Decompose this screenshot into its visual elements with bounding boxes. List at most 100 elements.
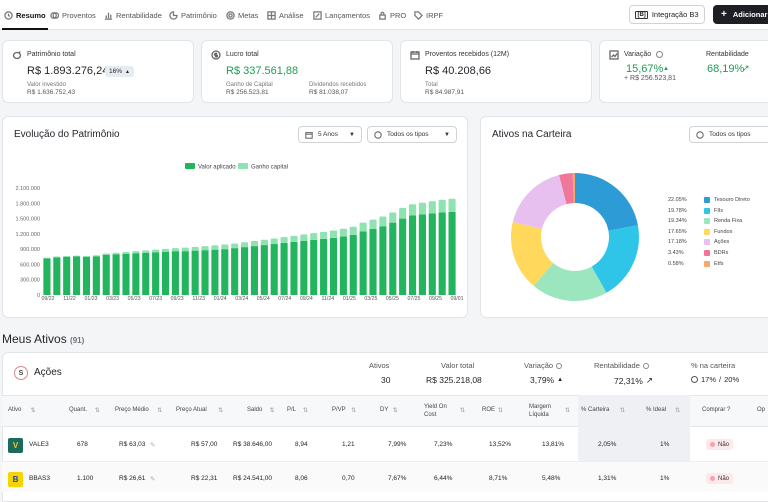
sort-icon[interactable]: ⇅ <box>392 408 398 414</box>
nav-irpf[interactable]: IRPF <box>414 0 443 30</box>
bar-ganho-capital[interactable] <box>161 248 170 252</box>
sort-icon[interactable]: ⇅ <box>565 408 571 414</box>
bar-ganho-capital[interactable] <box>171 248 179 252</box>
bar-valor-aplicado[interactable] <box>290 242 298 295</box>
bar-valor-aplicado[interactable] <box>92 256 100 295</box>
bar-valor-aplicado[interactable] <box>329 237 338 295</box>
column-header[interactable]: Margem Líquida <box>529 404 552 418</box>
bar-valor-aplicado[interactable] <box>201 250 209 295</box>
bar-ganho-capital[interactable] <box>369 219 377 229</box>
info-icon[interactable] <box>556 362 563 369</box>
bar-valor-aplicado[interactable] <box>250 246 258 295</box>
bar-valor-aplicado[interactable] <box>122 253 130 295</box>
bar-valor-aplicado[interactable] <box>339 236 347 295</box>
bar-valor-aplicado[interactable] <box>359 231 367 295</box>
bar-ganho-capital[interactable] <box>142 250 150 253</box>
donut-slice[interactable] <box>559 173 574 205</box>
bar-valor-aplicado[interactable] <box>280 243 288 295</box>
bar-valor-aplicado[interactable] <box>231 248 239 295</box>
bar-valor-aplicado[interactable] <box>191 250 199 295</box>
bar-ganho-capital[interactable] <box>280 237 288 244</box>
nav-metas[interactable]: Metas <box>226 0 258 30</box>
bar-valor-aplicado[interactable] <box>389 222 397 295</box>
bar-ganho-capital[interactable] <box>418 202 426 215</box>
ticker[interactable]: VALE3 <box>29 441 49 448</box>
bar-ganho-capital[interactable] <box>290 235 298 243</box>
bar-ganho-capital[interactable] <box>231 243 239 249</box>
bar-ganho-capital[interactable] <box>320 231 328 239</box>
bar-valor-aplicado[interactable] <box>241 247 249 295</box>
bar-valor-aplicado[interactable] <box>270 244 278 295</box>
bar-ganho-capital[interactable] <box>241 242 249 248</box>
sort-icon[interactable]: ⇅ <box>218 408 224 414</box>
bar-ganho-capital[interactable] <box>201 246 209 251</box>
column-header[interactable]: Preço Médio <box>115 407 149 413</box>
pie-type-dropdown[interactable]: Todos os tipos <box>689 126 768 143</box>
bar-ganho-capital[interactable] <box>300 234 308 241</box>
bar-valor-aplicado[interactable] <box>73 256 81 295</box>
column-header[interactable]: Ativo <box>8 407 22 413</box>
bar-ganho-capital[interactable] <box>359 222 367 232</box>
bar-ganho-capital[interactable] <box>122 251 130 254</box>
bar-ganho-capital[interactable] <box>152 249 160 253</box>
bar-valor-aplicado[interactable] <box>161 251 170 295</box>
bar-valor-aplicado[interactable] <box>310 239 318 295</box>
bar-valor-aplicado[interactable] <box>63 256 71 295</box>
bar-ganho-capital[interactable] <box>132 251 140 254</box>
sort-icon[interactable]: ⇅ <box>351 408 357 414</box>
donut-slice[interactable] <box>512 175 567 229</box>
bar-ganho-capital[interactable] <box>399 207 407 219</box>
bar-valor-aplicado[interactable] <box>300 240 308 295</box>
info-icon[interactable] <box>656 51 663 58</box>
edit-icon[interactable]: ✎ <box>150 476 156 483</box>
bar-ganho-capital[interactable] <box>349 226 357 235</box>
donut-slice[interactable] <box>511 221 554 286</box>
bar-valor-aplicado[interactable] <box>418 214 426 295</box>
bar-valor-aplicado[interactable] <box>43 258 51 295</box>
bar-ganho-capital[interactable] <box>43 257 51 259</box>
bar-ganho-capital[interactable] <box>428 201 436 214</box>
edit-icon[interactable]: ✎ <box>150 442 156 449</box>
bar-ganho-capital[interactable] <box>112 252 120 255</box>
column-header[interactable]: Op <box>757 407 766 413</box>
bar-valor-aplicado[interactable] <box>448 211 456 295</box>
column-header[interactable]: Quant. <box>69 407 88 413</box>
sort-icon[interactable]: ⇅ <box>30 408 36 414</box>
sort-icon[interactable]: ⇅ <box>620 408 626 414</box>
nav-proventos[interactable]: Proventos <box>50 0 96 30</box>
bar-ganho-capital[interactable] <box>270 238 278 245</box>
bar-valor-aplicado[interactable] <box>399 218 407 295</box>
bar-ganho-capital[interactable] <box>211 245 219 250</box>
column-header[interactable]: Saldo <box>247 407 263 413</box>
bar-ganho-capital[interactable] <box>339 228 347 237</box>
bar-valor-aplicado[interactable] <box>369 228 377 295</box>
bar-valor-aplicado[interactable] <box>211 249 219 295</box>
bar-ganho-capital[interactable] <box>92 255 100 257</box>
bar-ganho-capital[interactable] <box>53 256 61 258</box>
period-dropdown[interactable]: 5 Anos ▼ <box>298 126 362 143</box>
sort-icon[interactable]: ⇅ <box>94 408 100 414</box>
bar-valor-aplicado[interactable] <box>349 234 357 295</box>
bar-ganho-capital[interactable] <box>102 253 110 255</box>
bar-ganho-capital[interactable] <box>448 198 456 212</box>
bar-ganho-capital[interactable] <box>438 199 446 213</box>
bar-ganho-capital[interactable] <box>260 239 268 246</box>
adicionar-button[interactable]: + Adicionar <box>713 5 768 24</box>
nav-pro[interactable]: PRO <box>378 0 406 30</box>
bar-valor-aplicado[interactable] <box>181 251 189 295</box>
column-header[interactable]: % Carteira <box>581 407 610 413</box>
column-header[interactable]: Comprar ? <box>702 407 731 413</box>
bar-ganho-capital[interactable] <box>63 256 71 257</box>
donut-slice[interactable] <box>575 173 638 231</box>
sort-icon[interactable]: ⇅ <box>269 408 275 414</box>
bar-ganho-capital[interactable] <box>250 240 258 247</box>
donut-slice[interactable] <box>591 225 639 293</box>
nav-analise[interactable]: Análise <box>267 0 304 30</box>
comprar-badge[interactable]: Não <box>706 473 734 484</box>
bar-valor-aplicado[interactable] <box>171 251 179 295</box>
info-icon[interactable] <box>642 362 649 369</box>
comprar-badge[interactable]: Não <box>706 439 734 450</box>
nav-lancamentos[interactable]: Lançamentos <box>313 0 370 30</box>
bar-valor-aplicado[interactable] <box>82 256 91 295</box>
sort-icon[interactable]: ⇅ <box>675 408 681 414</box>
